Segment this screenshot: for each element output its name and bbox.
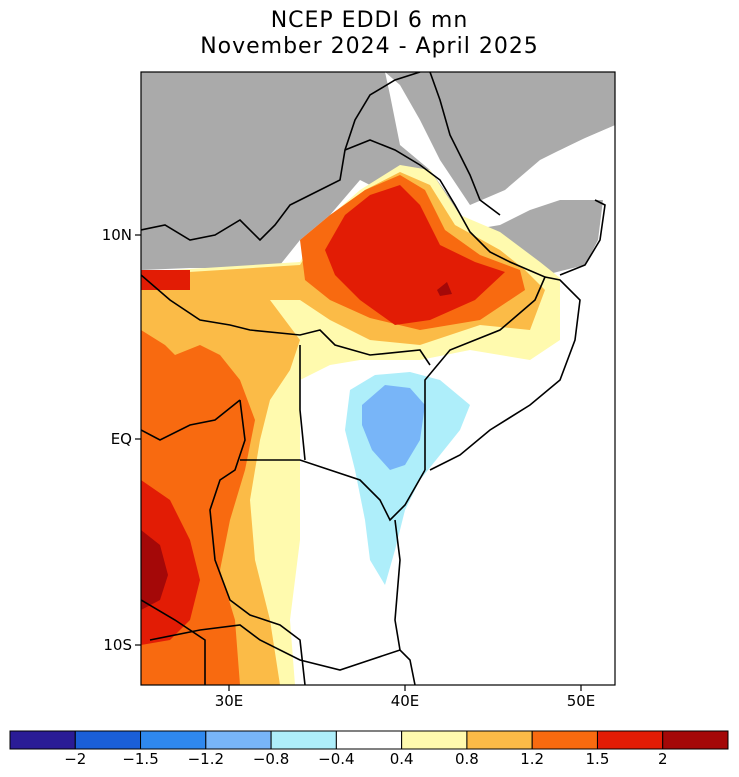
colorbar-swatch	[74, 730, 142, 750]
colorbar-swatch	[596, 730, 664, 750]
field-1.5-2	[141, 185, 505, 645]
colorbar-label: −0.8	[252, 750, 290, 768]
colorbar-label: −1.5	[122, 750, 159, 768]
colorbar-swatch	[401, 730, 468, 750]
colorbar-label: 1.2	[520, 750, 545, 768]
no-data-arabia	[420, 72, 615, 195]
colorbar	[9, 730, 729, 750]
colorbar-swatch	[466, 730, 533, 750]
lat-label-10n: 10N	[101, 226, 132, 244]
colorbar-label: −0.4	[318, 750, 355, 768]
colorbar-swatch	[662, 730, 729, 750]
colorbar-swatch	[9, 730, 76, 750]
colorbar-label: 2	[657, 750, 668, 768]
colorbar-swatch	[270, 730, 337, 750]
colorbar-swatch	[205, 730, 272, 750]
lon-label-40e: 40E	[390, 692, 420, 710]
lat-label-10s: 10S	[103, 636, 132, 654]
map-frame	[140, 71, 616, 686]
lon-label-30e: 30E	[214, 692, 244, 710]
colorbar-label: −1.2	[187, 750, 225, 768]
colorbar-swatch	[531, 730, 598, 750]
map-subtitle: November 2024 - April 2025	[200, 34, 539, 59]
map-fields	[141, 72, 615, 685]
country-borders	[141, 72, 606, 685]
lat-label-eq: EQ	[110, 430, 132, 448]
colorbar-label: 1.5	[585, 750, 610, 768]
map-title: NCEP EDDI 6 mn	[270, 8, 469, 33]
field-neg-0.8-1.2	[362, 385, 425, 470]
colorbar-label: 0.8	[454, 750, 479, 768]
colorbar-label: −2	[64, 750, 87, 768]
colorbar-swatch	[335, 730, 403, 750]
axis-ticks	[135, 234, 582, 691]
colorbar-label: 0.4	[389, 750, 414, 768]
colorbar-swatch	[140, 730, 207, 750]
lon-label-50e: 50E	[566, 692, 596, 710]
